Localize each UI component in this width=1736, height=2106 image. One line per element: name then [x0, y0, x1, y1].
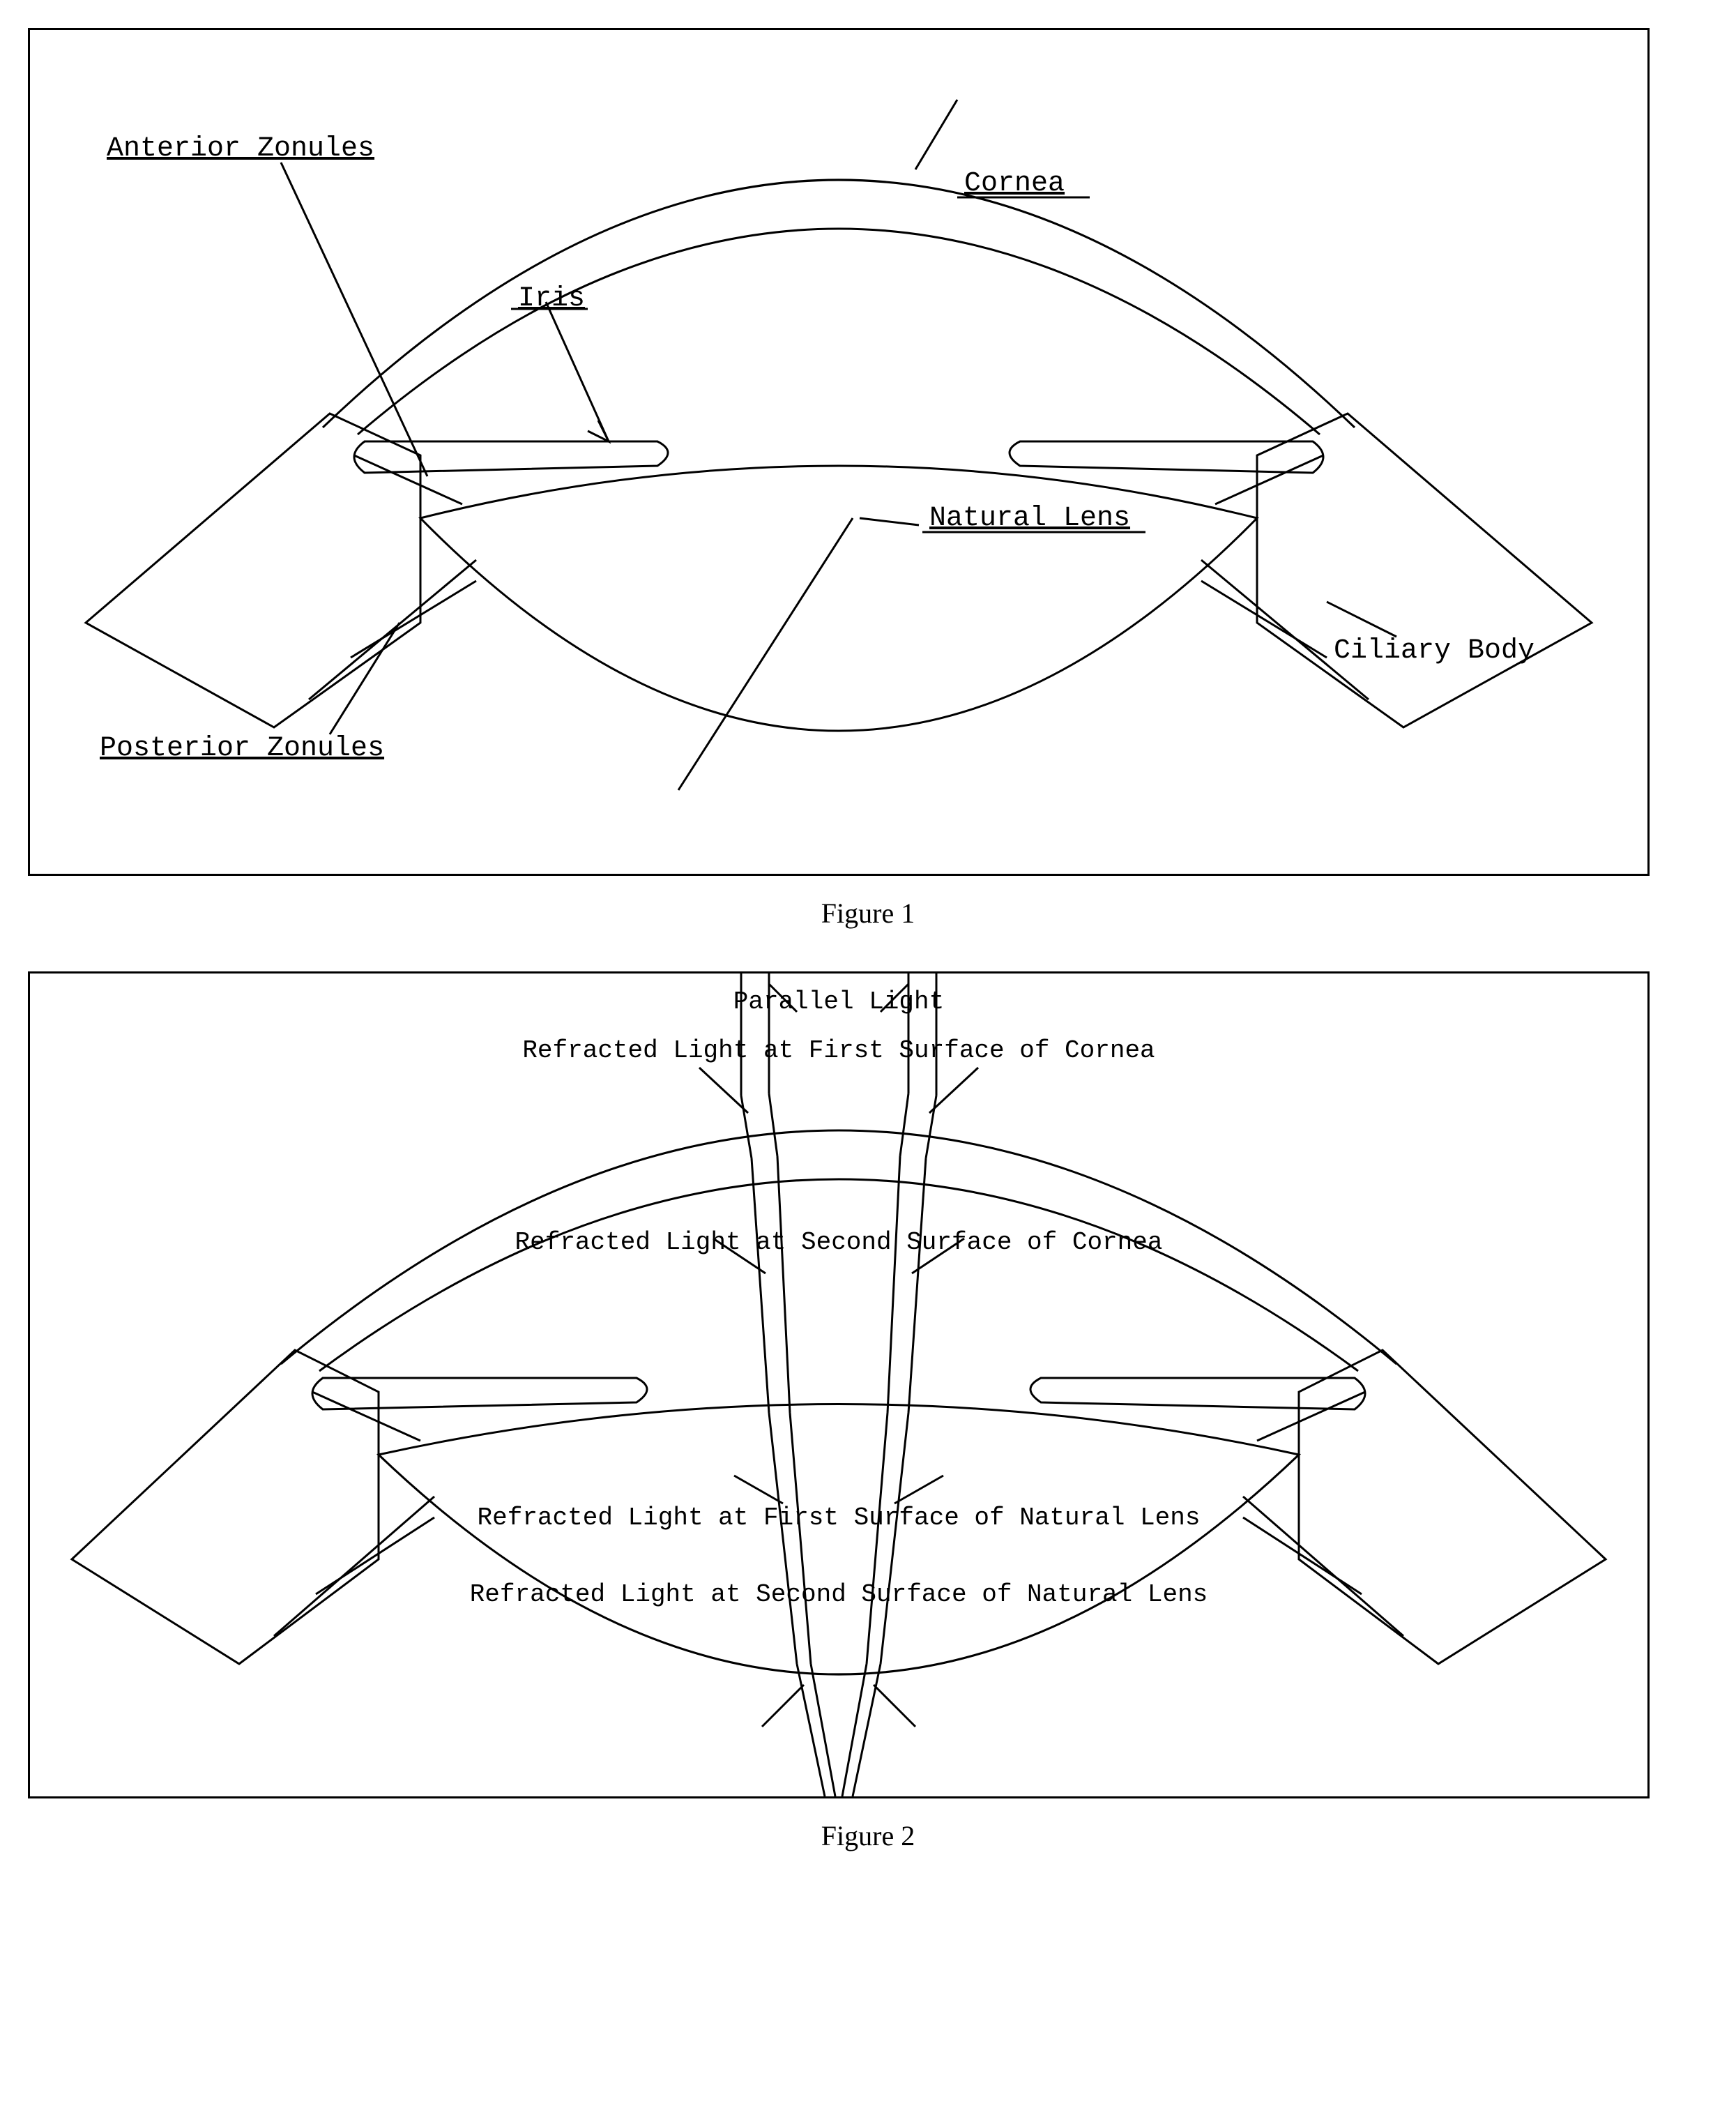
label-natural-lens: Natural Lens — [929, 503, 1130, 534]
zonule-ant-right-1 — [1215, 455, 1323, 504]
label-anterior-zonules: Anterior Zonules — [107, 133, 374, 165]
zonule-ant-left-1 — [354, 455, 462, 504]
f2-iris-left — [312, 1378, 647, 1409]
ray-right-s4 — [853, 1664, 881, 1796]
f2-natural-lens — [379, 1404, 1299, 1675]
label-refracted-first-cornea: Refracted Light at First Surface of Corn… — [522, 1036, 1155, 1065]
label-refracted-second-cornea: Refracted Light at Second Surface of Cor… — [515, 1228, 1163, 1257]
leader-cornea — [915, 100, 957, 169]
figure-2-box: Parallel Light Refracted Light at First … — [28, 971, 1650, 1798]
f2-iris-right — [1030, 1378, 1365, 1409]
leader-natural-lens-1 — [678, 518, 853, 790]
zonule-post-left-2 — [351, 581, 476, 658]
zonule-post-left-1 — [309, 560, 476, 699]
figure-2-svg: Parallel Light Refracted Light at First … — [30, 974, 1647, 1796]
label-ciliary-body: Ciliary Body — [1334, 635, 1535, 667]
f2-ciliary-right — [1299, 1350, 1606, 1664]
figure-2-caption: Figure 2 — [28, 1819, 1708, 1852]
ray-right-s2 — [908, 1158, 926, 1413]
cornea-outer — [323, 180, 1355, 427]
leader-iris-arrow — [588, 421, 609, 441]
figure-2: Parallel Light Refracted Light at First … — [28, 971, 1708, 1852]
ray-left-s4 — [797, 1664, 825, 1796]
label-refracted-second-lens: Refracted Light at Second Surface of Nat… — [470, 1580, 1208, 1609]
label-refracted-first-lens: Refracted Light at First Surface of Natu… — [478, 1503, 1201, 1532]
ray-right-s1 — [926, 1096, 936, 1158]
leader-ciliary — [1327, 602, 1396, 637]
label-cornea: Cornea — [964, 168, 1065, 199]
ciliary-right — [1257, 414, 1592, 727]
ray-left-s1 — [741, 1096, 752, 1158]
leader-posterior — [330, 623, 399, 734]
f2-cornea-inner — [319, 1179, 1358, 1371]
label-iris: Iris — [518, 283, 585, 315]
zonule-post-right-1 — [1201, 560, 1369, 699]
ray-left-s2 — [752, 1158, 769, 1413]
leader-anterior-zonules — [281, 162, 427, 476]
cornea-inner — [358, 229, 1320, 434]
figure-1: Anterior Zonules Cornea Iris Natural Len… — [28, 28, 1708, 930]
label-posterior-zonules: Posterior Zonules — [100, 733, 384, 764]
zonule-post-right-2 — [1201, 581, 1327, 658]
natural-lens — [420, 466, 1257, 731]
figure-1-caption: Figure 1 — [28, 897, 1708, 930]
figure-1-box: Anterior Zonules Cornea Iris Natural Len… — [28, 28, 1650, 876]
label-parallel-light: Parallel Light — [733, 987, 944, 1016]
leader-natural-lens-2 — [860, 518, 919, 525]
ciliary-left — [86, 414, 420, 727]
figure-1-svg: Anterior Zonules Cornea Iris Natural Len… — [30, 30, 1647, 874]
f2-ciliary-left — [72, 1350, 379, 1664]
